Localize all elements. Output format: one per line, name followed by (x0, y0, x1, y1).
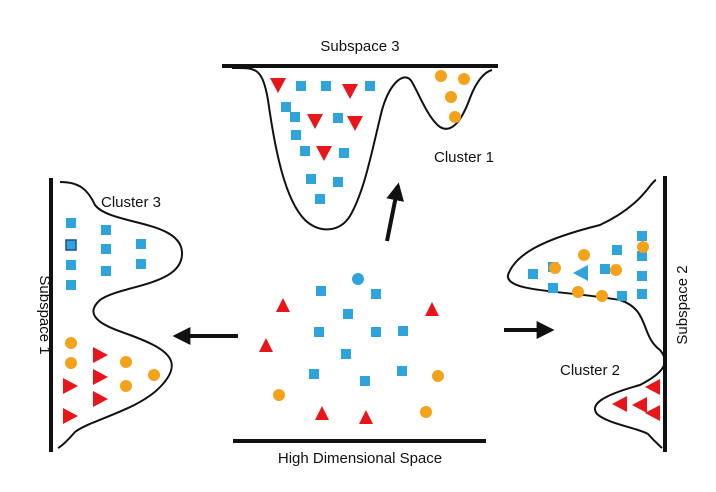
blue-square-icon (341, 349, 351, 359)
red-triangle-icon (63, 408, 78, 424)
red-triangle-icon (612, 396, 627, 412)
blue-square-icon (101, 266, 111, 276)
blue-square-icon (333, 177, 343, 187)
blue-square-icon (66, 218, 76, 228)
cluster-1-label: Cluster 1 (434, 149, 494, 166)
subspace-2-density-curve (506, 179, 666, 449)
red-triangle-icon (259, 338, 273, 352)
orange-circle-icon (120, 356, 132, 368)
blue-square-icon (65, 239, 77, 251)
subspace-3: Subspace 3 Cluster 1 (222, 38, 498, 231)
orange-circle-icon (65, 337, 77, 349)
blue-square-icon (66, 280, 76, 290)
orange-circle-icon (120, 380, 132, 392)
red-triangle-icon (347, 116, 363, 131)
blue-square-icon (617, 291, 627, 301)
blue-square-icon (637, 251, 647, 261)
blue-square-icon (136, 239, 146, 249)
blue-square-icon (600, 264, 610, 274)
red-triangle-icon (342, 84, 358, 99)
blue-square-icon (321, 81, 331, 91)
blue-square-icon (398, 326, 408, 336)
red-triangle-icon (93, 369, 108, 385)
blue-square-icon (528, 269, 538, 279)
red-triangle-icon (425, 302, 439, 316)
blue-square-icon (296, 81, 306, 91)
blue-square-icon (136, 259, 146, 269)
red-triangle-icon (359, 410, 373, 424)
red-triangle-icon (645, 379, 660, 395)
red-triangle-icon (93, 347, 108, 363)
blue-square-icon (291, 130, 301, 140)
blue-square-icon (300, 146, 310, 156)
blue-square-icon (637, 289, 647, 299)
orange-circle-icon (435, 70, 447, 82)
subspace-2-label: Subspace 2 (674, 265, 691, 344)
orange-circle-icon (596, 290, 608, 302)
blue-square-icon (339, 148, 349, 158)
blue-square-icon (637, 271, 647, 281)
blue-square-icon (316, 286, 326, 296)
red-triangle-icon (315, 406, 329, 420)
orange-circle-markers (65, 70, 649, 418)
arrow-up-icon (385, 182, 405, 242)
blue-square-icon (333, 113, 343, 123)
blue-square-icon (66, 260, 76, 270)
orange-circle-icon (273, 389, 285, 401)
blue-square-icon (290, 112, 300, 122)
blue-square-icon (612, 245, 622, 255)
blue-square-markers (65, 81, 647, 386)
orange-circle-icon (549, 262, 561, 274)
blue-square-icon (309, 369, 319, 379)
blue-square-icon (101, 225, 111, 235)
red-triangle-markers (63, 78, 660, 424)
blue-circle-icon (352, 273, 364, 285)
blue-square-icon (314, 327, 324, 337)
red-triangle-icon (63, 378, 78, 394)
red-triangle-icon (645, 405, 660, 421)
red-triangle-icon (307, 114, 323, 129)
subspace-1: Subspace 1 Cluster 3 (36, 178, 184, 452)
cluster-3-label: Cluster 3 (101, 194, 161, 211)
blue-square-icon (365, 81, 375, 91)
blue-square-icon (281, 102, 291, 112)
projection-arrows (172, 182, 555, 345)
blue-square-icon (306, 174, 316, 184)
blue-triangle-icon (573, 265, 588, 281)
blue-square-icon (548, 283, 558, 293)
orange-circle-icon (432, 370, 444, 382)
blue-square-icon (343, 309, 353, 319)
orange-circle-icon (610, 264, 622, 276)
orange-circle-icon (578, 249, 590, 261)
orange-circle-icon (458, 73, 470, 85)
orange-circle-icon (65, 357, 77, 369)
high-dimensional-space: High Dimensional Space (233, 439, 486, 467)
blue-square-icon (371, 327, 381, 337)
blue-square-icon (315, 194, 325, 204)
orange-circle-icon (449, 111, 461, 123)
orange-circle-icon (420, 406, 432, 418)
subspace-1-density-curve (57, 181, 184, 449)
red-triangle-icon (276, 298, 290, 312)
red-triangle-icon (316, 146, 332, 161)
orange-circle-icon (148, 369, 160, 381)
subspace-3-label: Subspace 3 (320, 38, 399, 55)
blue-square-icon (371, 289, 381, 299)
blue-square-icon (637, 231, 647, 241)
cluster-2-label: Cluster 2 (560, 362, 620, 379)
subspace-1-label: Subspace 1 (36, 275, 53, 354)
subspace-2: Subspace 2 Cluster 2 (506, 176, 691, 452)
red-triangle-icon (93, 391, 108, 407)
blue-square-icon (360, 376, 370, 386)
orange-circle-icon (572, 286, 584, 298)
blue-square-icon (101, 244, 111, 254)
high-dimensional-space-label: High Dimensional Space (278, 450, 442, 467)
red-triangle-icon (632, 397, 647, 413)
blue-square-icon (397, 366, 407, 376)
orange-circle-icon (637, 241, 649, 253)
red-triangle-icon (270, 78, 286, 93)
orange-circle-icon (445, 91, 457, 103)
